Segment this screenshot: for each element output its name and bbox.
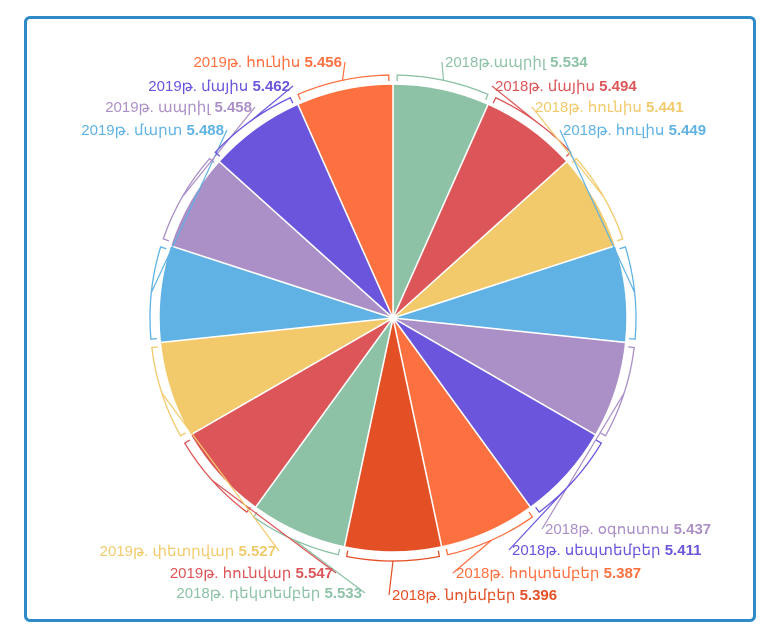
slice-label-value: 5.488 [186,122,224,139]
leader-line [559,129,636,293]
slice-label-name: 2018թ. հունիս [535,99,646,116]
slice-label-name: 2019թ. հունիս [193,54,304,71]
leader-line [452,539,493,574]
leader-line [388,560,394,596]
label-brackets [149,61,637,596]
slice-label-value: 5.456 [304,54,342,71]
slice-label-value: 5.387 [604,565,642,582]
slice-label: 2019թ. հունիս 5.456 [193,54,342,71]
slice-label: 2018թ. հունիս 5.441 [535,99,684,116]
slice-label-name: 2018թ. նոյեմբեր [392,587,520,604]
slice-label-name: 2019թ. փետրվար [100,543,239,560]
slice-label: 2018թ. մայիս 5.494 [495,78,637,95]
leader-line [161,392,280,552]
slice-label: 2018թ. հուլիս 5.449 [563,122,706,139]
leader-line [249,85,294,122]
pie-slices [158,83,628,553]
slice-label-name: 2018թ. մայիս [495,78,599,95]
slice-label-name: 2018թ. օգոստոս [545,521,674,538]
slice-label-value: 5.449 [669,122,707,139]
slice-label: 2018թ. նոյեմբեր 5.396 [392,587,557,604]
label-bracket [297,74,390,101]
slice-label: 2019թ. հունվար 5.547 [170,565,333,582]
slice-label-name: 2019թ. հունվար [170,565,296,582]
slice-label-value: 5.534 [550,54,588,71]
slice-label-value: 5.533 [324,585,362,602]
label-bracket [396,74,489,101]
leader-line [441,61,445,81]
slice-label-value: 5.527 [238,543,276,560]
leader-line [212,480,337,574]
slice-label-value: 5.411 [665,542,702,559]
label-bracket [162,157,215,242]
label-bracket [445,511,534,556]
slice-label: 2018թ.ապրիլ 5.534 [445,54,588,71]
slice-label: 2019թ. ապրիլ 5.458 [105,99,252,116]
label-bracket [151,346,187,437]
slice-label: 2019թ. մայիս 5.462 [148,78,290,95]
slice-label-value: 5.437 [674,521,712,538]
slice-label: 2018թ. հոկտեմբեր 5.387 [456,565,641,582]
label-bracket [599,346,635,437]
slice-label: 2018թ. օգոստոս 5.437 [545,521,711,538]
label-bracket [571,157,624,242]
slice-label-name: 2019թ. մարտ [81,122,186,139]
slice-label-name: 2018թ. հոկտեմբեր [456,565,604,582]
slice-label-value: 5.494 [599,78,637,95]
slice-label-name: 2018թ. սեպտեմբեր [512,542,665,559]
leader-line [293,539,366,594]
slice-label-value: 5.396 [520,587,558,604]
leader-line [491,85,537,122]
slice-label: 2019թ. մարտ 5.488 [81,122,224,139]
slice-label-name: 2018թ. դեկտեմբեր [176,585,324,602]
slice-label-name: 2019թ. ապրիլ [105,99,214,116]
slice-label: 2018թ. սեպտեմբեր 5.411 [512,542,701,559]
leader-line [508,480,575,551]
pie-slice [296,83,394,319]
slice-label-name: 2019թ. մայիս [148,78,252,95]
leader-line [182,106,256,197]
slice-label-value: 5.547 [295,565,333,582]
slice-label: 2018թ. դեկտեմբեր 5.533 [176,585,362,602]
slice-label-name: 2018թ.ապրիլ [445,54,550,71]
leader-line [531,106,604,197]
slice-label-value: 5.462 [252,78,290,95]
slice-label: 2019թ. փետրվար 5.527 [100,543,276,560]
slice-label-name: 2018թ. հուլիս [563,122,669,139]
slice-label-value: 5.458 [214,99,252,116]
leader-line [341,61,346,81]
slice-label-value: 5.441 [646,99,684,116]
leader-line [541,392,625,530]
label-bracket [214,96,294,157]
